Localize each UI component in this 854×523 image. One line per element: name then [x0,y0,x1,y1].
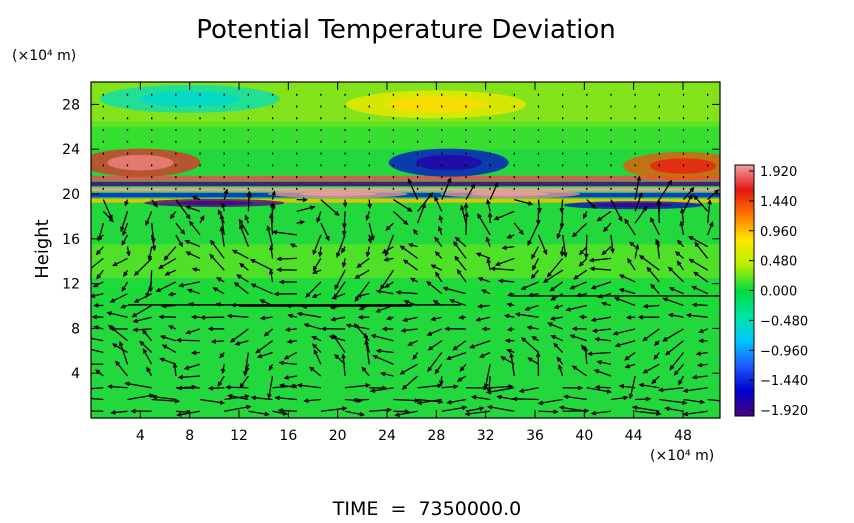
x-tick-label: 16 [279,428,297,444]
x-tick-label: 20 [329,428,347,444]
y-unit-label: (×10⁴ m) [12,48,76,64]
x-tick-label: 28 [427,428,445,444]
colorbar-label: −0.960 [760,344,808,359]
colorbar: 1.920 1.440 0.960 0.480 0.000 −0.480 −0.960 −1.… [735,165,808,419]
colorbar-label: 1.920 [760,165,797,180]
colorbar-label: 1.440 [760,195,797,210]
chart-title: Potential Temperature Deviation [196,15,616,45]
field-feature-core [140,91,239,106]
field-feature-core [176,201,253,205]
x-tick-label: 32 [477,428,495,444]
colorbar-label: −1.440 [760,374,808,389]
inversion-stripe [91,188,720,192]
colorbar-label: 0.480 [760,255,797,270]
field-feature-core [299,192,376,196]
y-tick-label: 4 [71,366,80,382]
colorbar-label: −1.920 [760,404,808,419]
field-band [91,284,720,312]
colorbar-label: 0.960 [760,225,797,240]
x-tick-label: 44 [625,428,643,444]
field-band [91,121,720,149]
x-tick-label: 36 [526,428,544,444]
colorbar-label: 0.000 [760,285,797,300]
y-tick-label: 28 [62,97,80,113]
x-tick-label: 12 [230,428,248,444]
x-tick-label: 8 [185,428,194,444]
x-unit-label: (×10⁴ m) [650,448,714,464]
y-tick-label: 24 [62,142,80,158]
inversion-stripe [91,182,720,186]
x-tick-label: 4 [136,428,145,444]
y-axis-label: Height [32,219,53,279]
time-annotation: TIME = 7350000.0 [332,498,521,519]
field-feature-core [472,192,549,196]
x-tick-label: 48 [674,428,692,444]
x-tick-label: 40 [575,428,593,444]
y-tick-label: 12 [62,277,80,293]
y-tick-label: 16 [62,232,80,248]
field-feature-core [107,155,173,170]
inversion-stripe [91,176,720,181]
y-tick-label: 8 [71,321,80,337]
field-feature-core [416,155,482,170]
y-tick-label: 20 [62,187,80,203]
x-tick-label: 24 [378,428,396,444]
colorbar-label: −0.480 [760,314,808,329]
field-feature-core [387,97,486,112]
